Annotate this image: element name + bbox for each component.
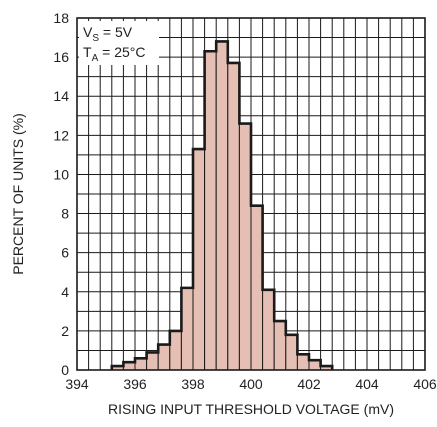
plot-frame [76,17,426,371]
x-axis-title: RISING INPUT THRESHOLD VOLTAGE (mV) [108,401,394,417]
histogram-bar [134,357,148,371]
histogram-bars [111,40,333,371]
annotation-background [79,21,159,65]
histogram-bar [157,344,171,371]
histogram-outline-path [110,40,334,370]
histogram-bar [227,62,240,371]
x-tick-labels: 394 396 398 400 402 404 406 [65,376,437,392]
histogram-bar [192,148,206,371]
x-tick-label: 396 [123,376,147,392]
ann-line1-rest: = 5V [99,24,133,40]
x-tick-label: 404 [355,376,379,392]
histogram-bar [285,334,298,371]
y-tick-label: 12 [53,127,69,143]
histogram-bar [308,359,322,371]
ann-line1-sub: S [92,33,99,44]
histogram-bar [262,289,275,371]
y-tick-label: 0 [61,362,69,378]
histogram-bar [180,287,194,371]
histogram-bar [204,50,217,371]
histogram-bar [296,353,310,371]
histogram-bar [238,123,252,371]
x-tick-label: 400 [239,376,263,392]
y-tick-label: 6 [61,245,69,261]
y-tick-label: 2 [61,323,69,339]
y-tick-label: 8 [61,206,69,222]
y-tick-label: 4 [61,284,69,300]
x-tick-label: 402 [297,376,321,392]
ann-line2-main: T [83,44,92,60]
histogram-outline [110,40,334,370]
y-tick-label: 10 [53,166,69,182]
histogram-bar [273,320,287,371]
histogram-bar [169,330,182,371]
ann-line2-sub: A [92,53,99,64]
ann-line1-main: V [83,24,93,40]
y-tick-label: 16 [53,49,69,65]
x-tick-label: 398 [181,376,205,392]
y-tick-label: 18 [53,10,69,26]
histogram-bar [250,205,264,371]
annotation-supply-voltage: VS = 5V [83,24,133,44]
y-tick-label: 14 [53,88,69,104]
ann-line2-rest: = 25°C [98,44,145,60]
conditions-annotation: VS = 5V TA = 25°C [79,21,159,65]
annotation-temperature: TA = 25°C [83,44,145,64]
y-axis-title: PERCENT OF UNITS (%) [10,113,26,275]
x-tick-label: 406 [413,376,437,392]
histogram-bar [146,351,159,371]
x-tick-label: 394 [65,376,89,392]
histogram-bar [215,40,229,371]
y-tick-labels: 0 2 4 6 8 10 12 14 16 18 [53,10,69,378]
